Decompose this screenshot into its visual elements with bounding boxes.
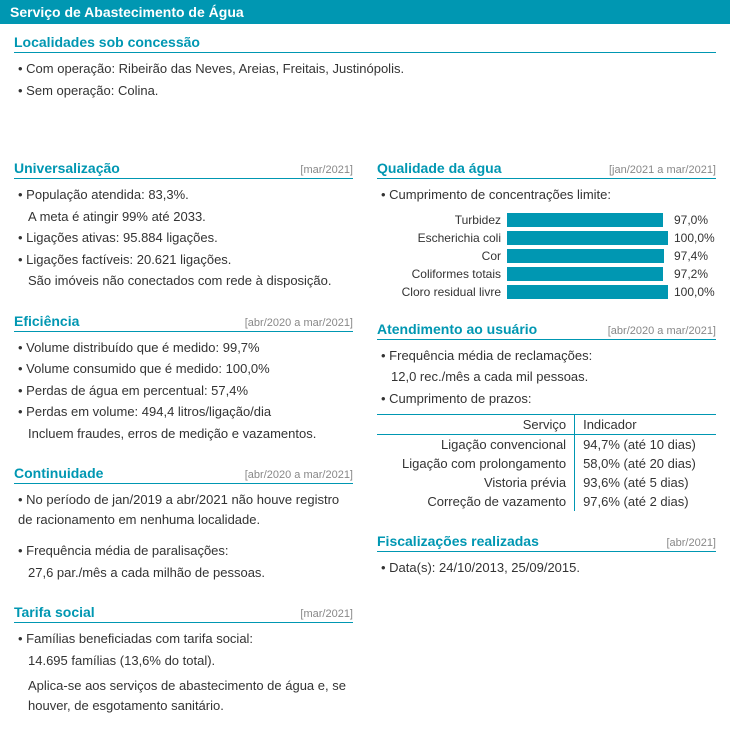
qualidade-intro: Cumprimento de concentrações limite: [377,185,716,205]
eficiencia-period: [abr/2020 a mar/2021] [245,317,353,329]
service-table-row: Ligação convencional94,7% (até 10 dias) [377,435,716,455]
bar-label: Cor [377,249,507,263]
eficiencia-item-sub: Incluem fraudes, erros de medição e vaza… [14,424,353,444]
fiscalizacoes-heading-text: Fiscalizações realizadas [377,533,539,549]
fiscalizacoes-item: Data(s): 24/10/2013, 25/09/2015. [377,558,716,578]
service-table-cell: 93,6% (até 5 dias) [575,473,716,492]
bar-row: Turbidez 97,0% [377,213,716,227]
bar-row: Cloro residual livre 100,0% [377,285,716,299]
eficiencia-item: Perdas de água em percentual: 57,4% [14,381,353,401]
bar-value: 97,4% [668,249,716,263]
tarifa-item: Famílias beneficiadas com tarifa social: [14,629,353,649]
bar-row: Cor 97,4% [377,249,716,263]
bar-value: 97,2% [668,267,716,281]
bar-label: Turbidez [377,213,507,227]
eficiencia-item: Perdas em volume: 494,4 litros/ligação/d… [14,402,353,422]
bar-track [507,249,668,263]
two-column-layout: Universalização [mar/2021] População ate… [0,160,730,737]
localidades-section: Localidades sob concessão Com operação: … [0,34,730,100]
atendimento-heading: Atendimento ao usuário [abr/2020 a mar/2… [377,321,716,340]
page-header: Serviço de Abastecimento de Água [0,0,730,24]
left-column: Universalização [mar/2021] População ate… [14,160,353,737]
atendimento-heading-text: Atendimento ao usuário [377,321,537,337]
eficiencia-item: Volume distribuído que é medido: 99,7% [14,338,353,358]
tarifa-heading-text: Tarifa social [14,604,95,620]
service-table-cell: Vistoria prévia [377,473,575,492]
fiscalizacoes-period: [abr/2021] [666,537,716,549]
atendimento-period: [abr/2020 a mar/2021] [608,325,716,337]
bar-label: Coliformes totais [377,267,507,281]
bar-track [507,213,668,227]
universalizacao-item-sub: São imóveis não conectados com rede à di… [14,271,353,291]
universalizacao-item: Ligações factíveis: 20.621 ligações. [14,250,353,270]
bar-track [507,267,668,281]
bar-row: Coliformes totais 97,2% [377,267,716,281]
service-table-cell: Correção de vazamento [377,492,575,511]
universalizacao-section: Universalização [mar/2021] População ate… [14,160,353,291]
continuidade-heading: Continuidade [abr/2020 a mar/2021] [14,465,353,484]
eficiencia-heading-text: Eficiência [14,313,79,329]
continuidade-item: No período de jan/2019 a abr/2021 não ho… [14,490,353,529]
localidades-heading: Localidades sob concessão [14,34,716,53]
bar-fill [507,231,668,245]
bar-fill [507,285,668,299]
bar-fill [507,213,663,227]
service-table-row: Ligação com prolongamento58,0% (até 20 d… [377,454,716,473]
qualidade-section: Qualidade da água [jan/2021 a mar/2021] … [377,160,716,299]
bar-fill [507,267,663,281]
bar-label: Escherichia coli [377,231,507,245]
eficiencia-section: Eficiência [abr/2020 a mar/2021] Volume … [14,313,353,444]
service-table-row: Vistoria prévia93,6% (até 5 dias) [377,473,716,492]
bar-label: Cloro residual livre [377,285,507,299]
service-table-header: Indicador [575,415,716,435]
qualidade-period: [jan/2021 a mar/2021] [609,164,716,176]
atendimento-item: Cumprimento de prazos: [377,389,716,409]
universalizacao-item: População atendida: 83,3%. [14,185,353,205]
eficiencia-heading: Eficiência [abr/2020 a mar/2021] [14,313,353,332]
continuidade-heading-text: Continuidade [14,465,103,481]
service-table-row: Correção de vazamento97,6% (até 2 dias) [377,492,716,511]
tarifa-period: [mar/2021] [300,608,353,620]
tarifa-item-sub: 14.695 famílias (13,6% do total). [14,651,353,671]
bar-value: 100,0% [668,231,716,245]
localidades-line: Com operação: Ribeirão das Neves, Areias… [14,59,716,79]
atendimento-item: Frequência média de reclamações: [377,346,716,366]
localidades-heading-text: Localidades sob concessão [14,34,200,50]
tarifa-heading: Tarifa social [mar/2021] [14,604,353,623]
qualidade-heading: Qualidade da água [jan/2021 a mar/2021] [377,160,716,179]
continuidade-section: Continuidade [abr/2020 a mar/2021] No pe… [14,465,353,582]
qualidade-heading-text: Qualidade da água [377,160,501,176]
continuidade-period: [abr/2020 a mar/2021] [245,469,353,481]
universalizacao-item-sub: A meta é atingir 99% até 2033. [14,207,353,227]
atendimento-item-sub: 12,0 rec./mês a cada mil pessoas. [377,367,716,387]
fiscalizacoes-heading: Fiscalizações realizadas [abr/2021] [377,533,716,552]
tarifa-footnote: Aplica-se aos serviços de abastecimento … [14,676,353,715]
eficiencia-item: Volume consumido que é medido: 100,0% [14,359,353,379]
service-table-cell: Ligação convencional [377,435,575,455]
universalizacao-heading-text: Universalização [14,160,120,176]
atendimento-section: Atendimento ao usuário [abr/2020 a mar/2… [377,321,716,512]
localidades-line: Sem operação: Colina. [14,81,716,101]
service-table-cell: 58,0% (até 20 dias) [575,454,716,473]
universalizacao-item: Ligações ativas: 95.884 ligações. [14,228,353,248]
bar-value: 100,0% [668,285,716,299]
service-table-header: Serviço [377,415,575,435]
fiscalizacoes-section: Fiscalizações realizadas [abr/2021] Data… [377,533,716,578]
bar-value: 97,0% [668,213,716,227]
bar-track [507,231,668,245]
tarifa-section: Tarifa social [mar/2021] Famílias benefi… [14,604,353,715]
service-table-cell: 94,7% (até 10 dias) [575,435,716,455]
bar-track [507,285,668,299]
universalizacao-heading: Universalização [mar/2021] [14,160,353,179]
page-title: Serviço de Abastecimento de Água [10,4,244,20]
right-column: Qualidade da água [jan/2021 a mar/2021] … [377,160,716,737]
universalizacao-period: [mar/2021] [300,164,353,176]
continuidade-item: Frequência média de paralisações: [14,541,353,561]
service-table-cell: Ligação com prolongamento [377,454,575,473]
service-table: ServiçoIndicador Ligação convencional94,… [377,414,716,511]
bar-row: Escherichia coli 100,0% [377,231,716,245]
continuidade-item-sub: 27,6 par./mês a cada milhão de pessoas. [14,563,353,583]
service-table-cell: 97,6% (até 2 dias) [575,492,716,511]
bar-fill [507,249,664,263]
